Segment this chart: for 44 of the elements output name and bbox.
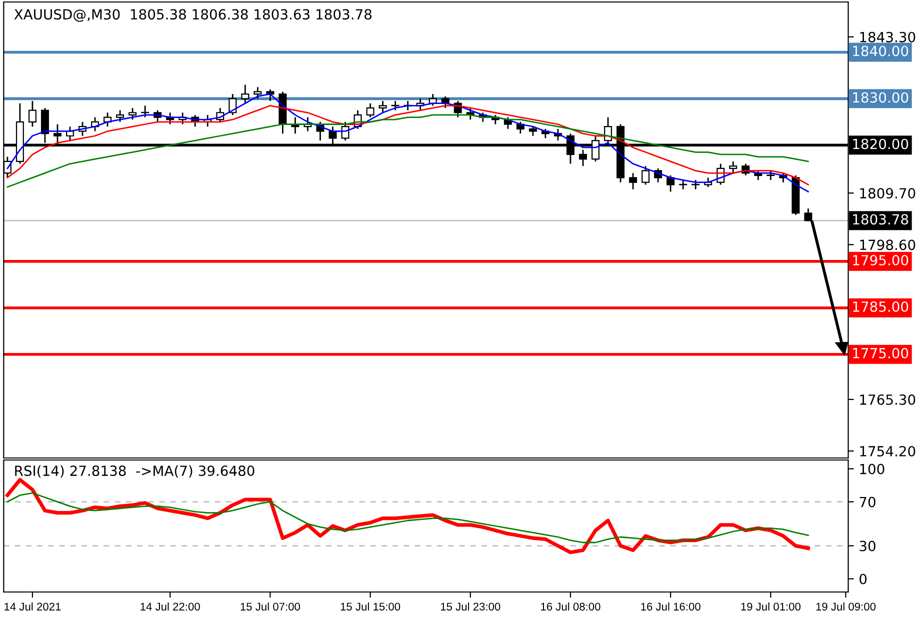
y-tick-label: 1809.70 [860, 188, 916, 199]
x-tick-label: 16 Jul 16:00 [641, 602, 700, 611]
candlestick [266, 88, 274, 102]
line-series [6, 492, 809, 544]
ref-line-label: 1820.00 [853, 138, 908, 150]
ref-line-label: 1795.00 [853, 254, 908, 266]
ref-line-label: 1830.00 [853, 92, 908, 103]
x-tick-label: 19 Jul 09:00 [816, 602, 876, 611]
candlestick [28, 100, 36, 128]
x-tick-label: 14 Jul 22:00 [140, 602, 200, 611]
y-tick-label: 1843.30 [860, 32, 916, 42]
candlestick [254, 86, 262, 100]
x-tick-label: 15 Jul 07:00 [240, 602, 300, 611]
candlestick [642, 165, 650, 186]
ref-line-label: 1840.00 [853, 46, 908, 56]
line-series [6, 478, 810, 554]
candlestick [729, 160, 738, 174]
y-tick-label: 100 [860, 464, 884, 474]
ref-line-label: 1785.00 [853, 301, 908, 312]
y-tick-label: 70 [860, 496, 876, 508]
y-tick-label: 1765.30 [860, 394, 916, 405]
candlestick [528, 126, 537, 137]
x-tick-label: 15 Jul 15:00 [340, 602, 400, 611]
y-tick-label: 0 [860, 574, 867, 584]
candlestick [241, 84, 250, 104]
x-tick-label: 16 Jul 08:00 [541, 602, 600, 611]
chart-title: XAUUSD@,M30 1805.38 1806.38 1803.63 1803.78 [14, 9, 372, 22]
y-tick-label: 1798.60 [860, 240, 916, 250]
y-tick-label: 1754.20 [860, 446, 916, 456]
x-tick-label: 15 Jul 23:00 [440, 602, 500, 611]
y-tick-label: 30 [860, 540, 876, 552]
chart-title: RSI(14) 27.8138 ->MA(7) 39.6480 [15, 465, 254, 478]
ref-line-label: 1803.78 [853, 214, 908, 225]
candlestick [378, 100, 387, 114]
x-tick-label: 19 Jul 01:00 [741, 602, 801, 611]
ref-line-label: 1775.00 [853, 348, 908, 358]
candlestick [629, 172, 638, 190]
candlestick [578, 149, 587, 167]
candlestick [366, 102, 374, 118]
candlestick [116, 110, 124, 123]
x-tick-label: 14 Jul 2021 [4, 602, 61, 611]
candlestick [228, 93, 237, 116]
candlestick [766, 170, 775, 181]
candlestick [128, 107, 137, 120]
